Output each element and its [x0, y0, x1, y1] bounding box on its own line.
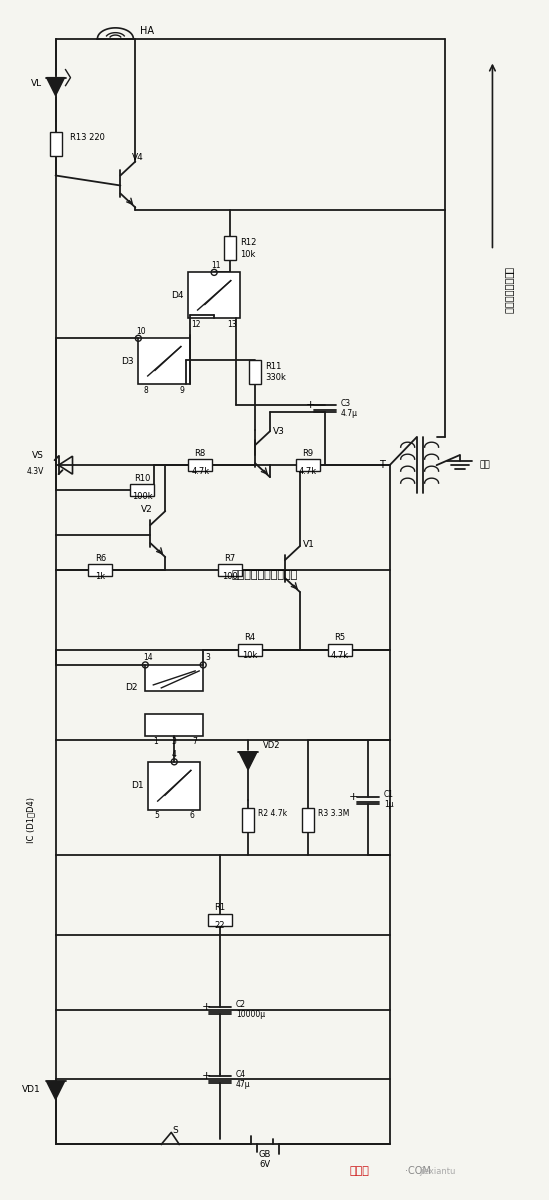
Text: 22: 22: [215, 922, 226, 930]
Text: IC (D1～D4): IC (D1～D4): [26, 797, 35, 842]
Text: +: +: [201, 1002, 211, 1012]
Bar: [49, 132, 61, 156]
Text: VD2: VD2: [263, 742, 281, 750]
Text: V4: V4: [132, 154, 144, 162]
Bar: [145, 714, 203, 736]
Bar: [296, 460, 320, 472]
Text: 6: 6: [190, 811, 195, 821]
Text: V3: V3: [273, 427, 285, 436]
Text: ·COM: ·COM: [405, 1166, 430, 1176]
Text: 杭州将睿科技有限公司: 杭州将睿科技有限公司: [232, 570, 298, 580]
Text: VL: VL: [30, 79, 42, 88]
Text: 1: 1: [153, 737, 158, 746]
Text: +: +: [306, 401, 316, 410]
Text: 7: 7: [193, 737, 198, 746]
Text: R13 220: R13 220: [70, 133, 104, 142]
Text: R3 3.3M: R3 3.3M: [318, 809, 349, 818]
Bar: [138, 338, 190, 384]
Text: S: S: [172, 1126, 178, 1135]
Text: D4: D4: [171, 290, 183, 300]
Text: VD1: VD1: [22, 1085, 41, 1094]
Text: R8: R8: [194, 449, 206, 457]
Text: V1: V1: [303, 540, 315, 548]
Text: D3: D3: [121, 356, 133, 366]
Text: R2 4.7k: R2 4.7k: [258, 809, 287, 818]
Text: D1: D1: [131, 781, 143, 791]
Text: VS: VS: [32, 451, 43, 460]
Text: 100k: 100k: [132, 492, 153, 500]
Bar: [249, 360, 261, 384]
Text: 10k: 10k: [242, 652, 257, 660]
Text: D2: D2: [125, 683, 137, 692]
Polygon shape: [47, 78, 65, 96]
Text: 8: 8: [144, 385, 149, 395]
Text: jiexiantu: jiexiantu: [419, 1166, 456, 1176]
Polygon shape: [239, 752, 257, 770]
Text: R6: R6: [95, 553, 106, 563]
Bar: [145, 665, 203, 691]
Bar: [88, 564, 113, 576]
Text: +: +: [201, 1072, 211, 1081]
Text: 330k: 330k: [265, 373, 286, 382]
Text: C2
10000μ: C2 10000μ: [236, 1000, 265, 1019]
Text: R11: R11: [265, 361, 282, 371]
Bar: [238, 644, 262, 656]
Text: 4.7k: 4.7k: [299, 467, 317, 475]
Text: 接线图: 接线图: [350, 1166, 369, 1176]
Text: 10: 10: [136, 326, 146, 336]
Text: V2: V2: [141, 505, 152, 514]
Text: +: +: [349, 792, 358, 802]
Polygon shape: [47, 1081, 65, 1099]
Text: 100: 100: [222, 571, 238, 581]
Bar: [188, 460, 212, 472]
Text: 13: 13: [227, 320, 237, 329]
Text: HA: HA: [141, 25, 154, 36]
Text: 接地: 接地: [479, 461, 490, 469]
Text: 9: 9: [180, 385, 184, 395]
Text: R4: R4: [244, 634, 256, 642]
Text: 14: 14: [143, 654, 153, 662]
Text: 3: 3: [172, 737, 177, 746]
Text: 11: 11: [211, 260, 221, 270]
Bar: [218, 564, 242, 576]
Text: 4: 4: [172, 750, 177, 760]
Text: 10k: 10k: [240, 250, 255, 259]
Text: 5: 5: [154, 811, 159, 821]
Bar: [188, 272, 240, 318]
Text: 4.7k: 4.7k: [330, 652, 349, 660]
Bar: [224, 236, 236, 260]
Bar: [148, 762, 200, 810]
Bar: [302, 808, 314, 832]
Text: T: T: [379, 460, 385, 470]
Text: R12: R12: [240, 238, 256, 247]
Text: R10: R10: [134, 474, 150, 482]
Text: 3: 3: [205, 654, 210, 662]
Bar: [328, 644, 352, 656]
Text: 1k: 1k: [96, 571, 105, 581]
Bar: [130, 484, 154, 496]
Text: 接电围栏的裸导线: 接电围栏的裸导线: [505, 266, 514, 314]
Text: 4.7k: 4.7k: [191, 467, 209, 475]
Text: R5: R5: [334, 634, 345, 642]
Bar: [242, 808, 254, 832]
Text: C1
1μ: C1 1μ: [384, 790, 394, 810]
Bar: [208, 913, 232, 925]
Text: R9: R9: [302, 449, 313, 457]
Text: C3
4.7μ: C3 4.7μ: [341, 398, 358, 418]
Text: 12: 12: [192, 320, 201, 329]
Text: R1: R1: [215, 904, 226, 912]
Text: 4.3V: 4.3V: [26, 467, 43, 475]
Text: GB
6V: GB 6V: [259, 1150, 271, 1169]
Text: R7: R7: [225, 553, 236, 563]
Text: C4
47μ: C4 47μ: [236, 1069, 251, 1090]
